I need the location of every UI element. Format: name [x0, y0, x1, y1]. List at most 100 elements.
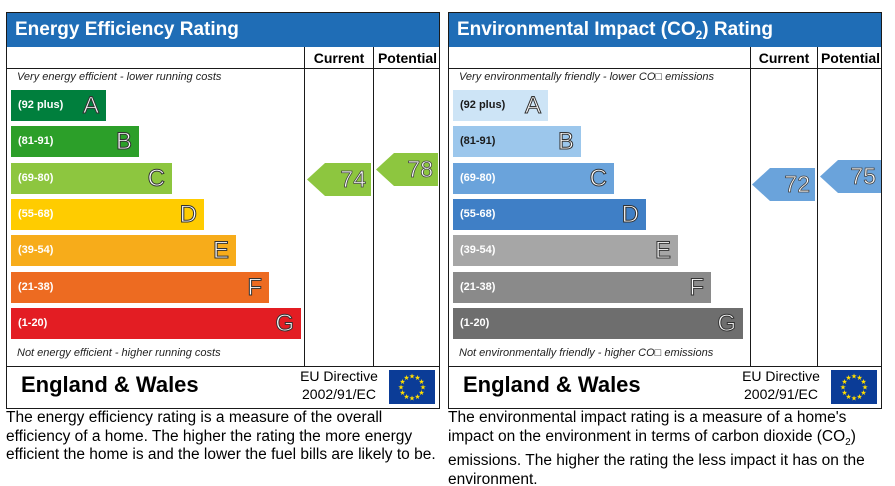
- potential-rating-value: 75: [850, 163, 876, 190]
- band-range-label: (39-54): [18, 244, 54, 257]
- potential-rating-arrow: 78: [376, 153, 438, 186]
- eu-star: ★: [851, 395, 857, 403]
- band-range-label: (92 plus): [460, 99, 506, 111]
- potential-column-header: Potential: [820, 50, 881, 66]
- eu-directive: EU Directive 2002/91/EC: [735, 367, 827, 403]
- header-rule: [449, 68, 881, 69]
- band-letter: B: [115, 128, 132, 156]
- directive-line1: EU Directive: [300, 368, 378, 384]
- eu-star: ★: [399, 389, 405, 397]
- column-divider: [304, 47, 305, 366]
- band-range-label: (39-54): [460, 244, 496, 257]
- eu-star: ★: [856, 393, 862, 401]
- rating-band-f: (21-38) F: [453, 271, 711, 303]
- eu-star: ★: [860, 378, 866, 386]
- rating-band-c: (69-80) C: [453, 162, 614, 194]
- eu-star: ★: [418, 378, 424, 386]
- band-letter: C: [589, 164, 607, 192]
- band-letter: F: [247, 273, 263, 301]
- column-divider: [817, 47, 818, 366]
- band-letter: E: [212, 237, 229, 265]
- band-range-label: (55-68): [460, 207, 496, 220]
- band-range-label: (81-91): [460, 135, 496, 148]
- environmental-impact-panel: Environmental Impact (CO2) Rating Curren…: [448, 12, 882, 409]
- band-range-label: (92 plus): [18, 99, 64, 111]
- band-letter: B: [557, 128, 574, 156]
- eu-star: ★: [399, 378, 405, 386]
- eu-star: ★: [403, 393, 409, 401]
- current-rating-value: 72: [784, 171, 810, 198]
- eu-star: ★: [420, 384, 426, 392]
- rating-band-c: (69-80) C: [11, 162, 172, 194]
- eu-star: ★: [403, 374, 409, 382]
- band-letter: G: [717, 309, 737, 337]
- footer-rule: [7, 366, 439, 367]
- region-label: England & Wales: [463, 372, 641, 397]
- rating-band-d: (55-68) D: [453, 198, 646, 230]
- potential-rating-arrow: 75: [820, 160, 881, 193]
- eu-star: ★: [856, 374, 862, 382]
- eu-flag-icon: ★ ★ ★ ★ ★ ★ ★ ★ ★ ★ ★ ★: [389, 370, 435, 404]
- band-range-label: (55-68): [18, 207, 54, 220]
- eu-stars: ★★★★★★★★★ ★ ★★: [840, 373, 868, 403]
- eu-star: ★: [841, 378, 847, 386]
- eu-star: ★: [845, 393, 851, 401]
- potential-rating-value: 78: [407, 156, 433, 183]
- footer-rule: [449, 366, 881, 367]
- eu-star: ★: [862, 384, 868, 392]
- band-letter: D: [179, 200, 197, 228]
- rating-band-g: (1-20) G: [453, 307, 743, 339]
- band-letter: D: [621, 200, 639, 228]
- band-range-label: (21-38): [18, 280, 54, 293]
- eu-star: ★: [860, 389, 866, 397]
- region-label: England & Wales: [21, 372, 199, 397]
- eu-star: ★: [851, 373, 857, 381]
- eu-star: ★: [414, 393, 420, 401]
- rating-band-g: (1-20) G: [11, 307, 301, 339]
- band-range-label: (69-80): [460, 171, 496, 184]
- energy-efficiency-panel: Energy Efficiency Rating Current Potenti…: [6, 12, 440, 409]
- eu-star: ★: [841, 389, 847, 397]
- rating-band-f: (21-38) F: [11, 271, 269, 303]
- environmental-impact-description: The environmental impact rating is a mea…: [448, 409, 865, 486]
- rating-band-a: (92 plus) A: [453, 90, 548, 121]
- potential-column-header: Potential: [377, 50, 438, 66]
- eu-flag-icon: ★ ★ ★ ★ ★ ★ ★ ★ ★ ★ ★ ★: [831, 370, 877, 404]
- band-letter: G: [275, 309, 295, 337]
- current-rating-arrow: 72: [752, 168, 815, 201]
- rating-band-b: (81-91) B: [453, 126, 581, 158]
- bottom-caption: Not environmentally friendly - higher CO…: [459, 347, 714, 359]
- panel-title: Environmental Impact (CO2) Rating: [449, 13, 881, 47]
- band-letter: A: [82, 92, 99, 120]
- eu-star: ★: [409, 395, 415, 403]
- rating-band-e: (39-54) E: [11, 235, 236, 267]
- band-range-label: (81-91): [18, 135, 54, 148]
- band-range-label: (1-20): [460, 316, 490, 329]
- rating-band-d: (55-68) D: [11, 198, 204, 230]
- eu-star: ★: [409, 373, 415, 381]
- eu-star: ★: [418, 389, 424, 397]
- eu-star: ★: [414, 374, 420, 382]
- eu-star: ★: [845, 374, 851, 382]
- panel-title: Energy Efficiency Rating: [7, 13, 439, 47]
- directive-line1: EU Directive: [742, 368, 820, 384]
- band-letter: C: [147, 164, 165, 192]
- energy-efficiency-description: The energy efficiency rating is a measur…: [6, 409, 436, 463]
- top-caption: Very energy efficient - lower running co…: [17, 71, 222, 83]
- column-divider: [373, 47, 374, 366]
- band-letter: E: [654, 237, 671, 265]
- band-letter: F: [689, 273, 705, 301]
- eu-directive: EU Directive 2002/91/EC: [293, 367, 385, 403]
- band-letter: A: [524, 92, 541, 120]
- band-range-label: (1-20): [18, 316, 48, 329]
- eu-stars: ★★★★★★★★★ ★ ★★: [398, 373, 426, 403]
- rating-band-a: (92 plus) A: [11, 90, 106, 121]
- rating-band-e: (39-54) E: [453, 235, 678, 267]
- eu-star: ★: [398, 384, 404, 392]
- current-column-header: Current: [313, 50, 365, 66]
- current-rating-arrow: 74: [307, 163, 371, 196]
- column-divider: [750, 47, 751, 366]
- bottom-caption: Not energy efficient - higher running co…: [17, 347, 221, 359]
- top-caption: Very environmentally friendly - lower CO…: [459, 71, 715, 83]
- band-range-label: (69-80): [18, 171, 54, 184]
